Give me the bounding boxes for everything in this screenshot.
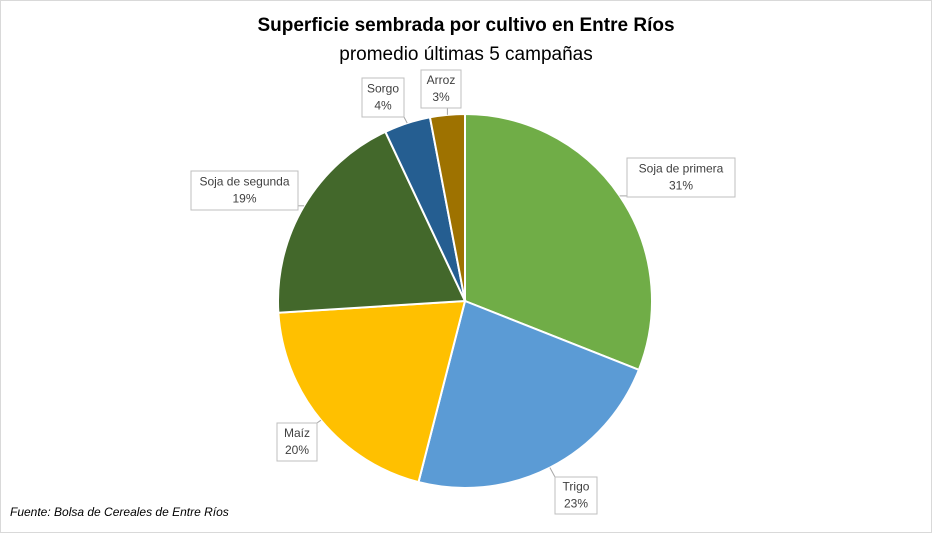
value-label: 31% (669, 179, 693, 193)
value-label: 3% (432, 90, 450, 104)
category-label: Soja de primera (639, 162, 724, 176)
label-box (554, 476, 598, 515)
leader-line (316, 419, 322, 424)
source-note: Fuente: Bolsa de Cereales de Entre Ríos (10, 505, 229, 519)
label-box (361, 77, 405, 118)
value-label: 4% (374, 99, 392, 113)
value-label: 20% (285, 443, 309, 457)
label-box (626, 157, 736, 198)
chart-subtitle: promedio últimas 5 campañas (339, 44, 592, 65)
category-label: Maíz (284, 426, 310, 440)
label-box (276, 422, 318, 462)
label-box (190, 170, 299, 211)
leader-line (403, 116, 408, 124)
pie-slice (464, 112, 653, 372)
leader-line (549, 467, 556, 478)
category-label: Arroz (427, 73, 456, 87)
pie-slice (277, 299, 467, 484)
chart-title: Superficie sembrada por cultivo en Entre… (257, 15, 674, 36)
pie-slice (417, 299, 641, 489)
category-label: Sorgo (367, 82, 399, 96)
value-label: 19% (232, 192, 256, 206)
label-box (420, 69, 462, 109)
category-label: Trigo (563, 480, 590, 494)
category-label: Soja de segunda (199, 175, 289, 189)
value-label: 23% (564, 497, 588, 511)
